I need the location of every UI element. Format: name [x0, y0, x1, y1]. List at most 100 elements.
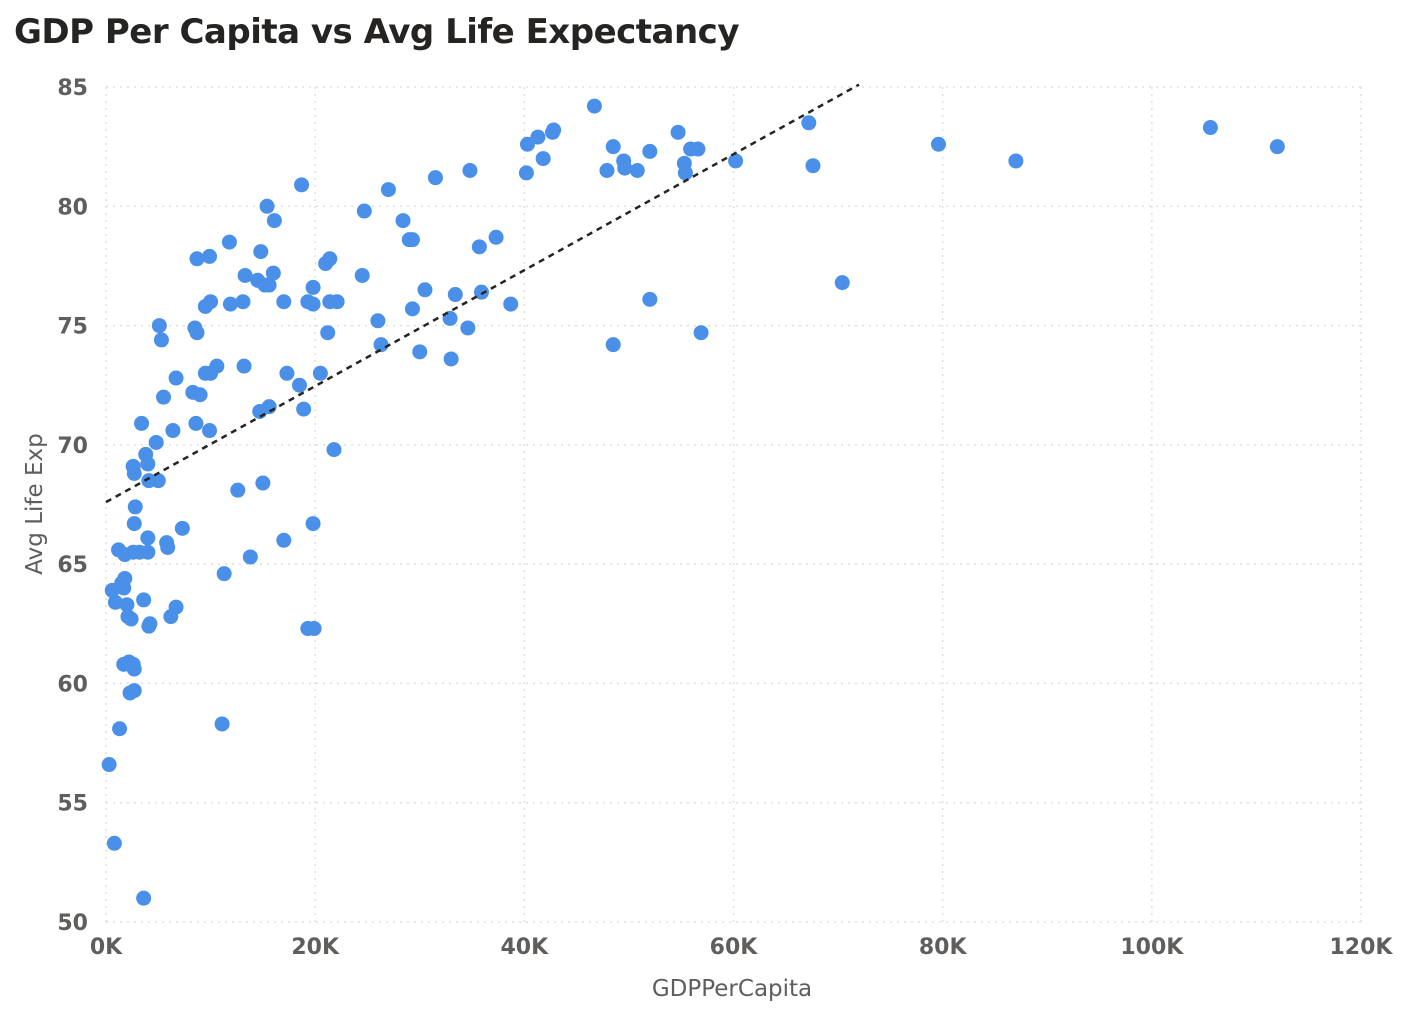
data-point [412, 344, 428, 360]
data-point [266, 213, 282, 229]
data-point [259, 198, 275, 214]
data-point [276, 532, 292, 548]
data-point [151, 318, 167, 334]
data-point [107, 594, 123, 610]
data-point [202, 248, 218, 264]
data-point [329, 294, 345, 310]
data-point [642, 291, 658, 307]
data-point [326, 442, 342, 458]
data-point [801, 115, 817, 131]
data-point [140, 530, 156, 546]
y-tick-label: 65 [57, 553, 88, 578]
y-tick-label: 50 [57, 911, 88, 936]
data-point [101, 757, 117, 773]
data-point [305, 516, 321, 532]
data-point [417, 282, 433, 298]
data-point [305, 279, 321, 295]
x-tick-label: 20K [291, 935, 340, 960]
data-point [222, 296, 238, 312]
x-tick-label: 80K [919, 935, 968, 960]
data-point [150, 473, 166, 489]
data-point [104, 582, 120, 598]
data-point [617, 160, 633, 176]
data-point [189, 325, 205, 341]
data-point [235, 294, 251, 310]
data-point [140, 544, 156, 560]
y-tick-label: 60 [57, 672, 88, 697]
y-tick-label: 80 [57, 195, 88, 220]
data-point [189, 251, 205, 267]
data-point [126, 516, 142, 532]
data-point [203, 365, 219, 381]
x-tick-label: 40K [500, 935, 549, 960]
data-point [404, 301, 420, 317]
x-tick-label: 60K [710, 935, 759, 960]
data-point [322, 251, 338, 267]
data-point [214, 716, 230, 732]
data-point [165, 423, 181, 439]
data-point [202, 423, 218, 439]
data-point [106, 835, 122, 851]
data-point [690, 141, 706, 157]
data-point [312, 365, 328, 381]
data-point [404, 232, 420, 248]
data-point [1008, 153, 1024, 169]
data-point [462, 163, 478, 178]
data-point [320, 325, 336, 341]
data-point [1269, 139, 1285, 155]
data-point [518, 165, 534, 181]
data-point [253, 244, 269, 260]
y-tick-label: 75 [57, 315, 88, 340]
x-tick-label: 0K [90, 935, 123, 960]
y-tick-label: 55 [57, 792, 88, 817]
data-point [471, 239, 487, 255]
data-point [252, 403, 268, 419]
y-axis-title: Avg Life Exp [22, 433, 48, 574]
data-point [197, 298, 213, 314]
data-point [148, 434, 164, 450]
data-point [294, 177, 310, 193]
data-point [168, 370, 184, 386]
data-point [586, 98, 602, 114]
data-point [136, 890, 152, 906]
grid-lines [105, 86, 1362, 923]
data-point [629, 163, 645, 178]
data-point [427, 170, 443, 186]
data-point [503, 296, 519, 312]
data-point [230, 482, 246, 498]
data-point [119, 597, 135, 613]
data-point [291, 377, 307, 393]
data-point [1202, 120, 1218, 136]
chart-title: GDP Per Capita vs Avg Life Expectancy [14, 12, 740, 52]
data-point [305, 296, 321, 312]
data-point [126, 465, 142, 481]
data-point [605, 139, 621, 155]
data-point [141, 618, 157, 634]
data-point [221, 234, 237, 250]
data-point [535, 151, 551, 167]
data-point [163, 609, 179, 625]
data-point [188, 415, 204, 431]
data-point [153, 332, 169, 348]
data-point [530, 129, 546, 145]
data-point [443, 351, 459, 367]
data-point [174, 520, 190, 536]
data-point [642, 143, 658, 159]
data-point [605, 337, 621, 353]
trend-line [105, 83, 860, 504]
data-point [380, 182, 396, 198]
x-tick-label: 100K [1120, 935, 1184, 960]
data-point [116, 580, 132, 596]
data-point [242, 549, 258, 565]
data-point [373, 337, 389, 353]
data-point [306, 621, 322, 637]
data-point [356, 203, 372, 219]
data-point [279, 365, 295, 381]
data-point [261, 277, 277, 293]
x-tick-label: 120K [1330, 935, 1394, 960]
data-point [728, 153, 744, 169]
y-tick-label: 70 [57, 434, 88, 459]
data-point [216, 566, 232, 582]
data-point [127, 499, 143, 515]
